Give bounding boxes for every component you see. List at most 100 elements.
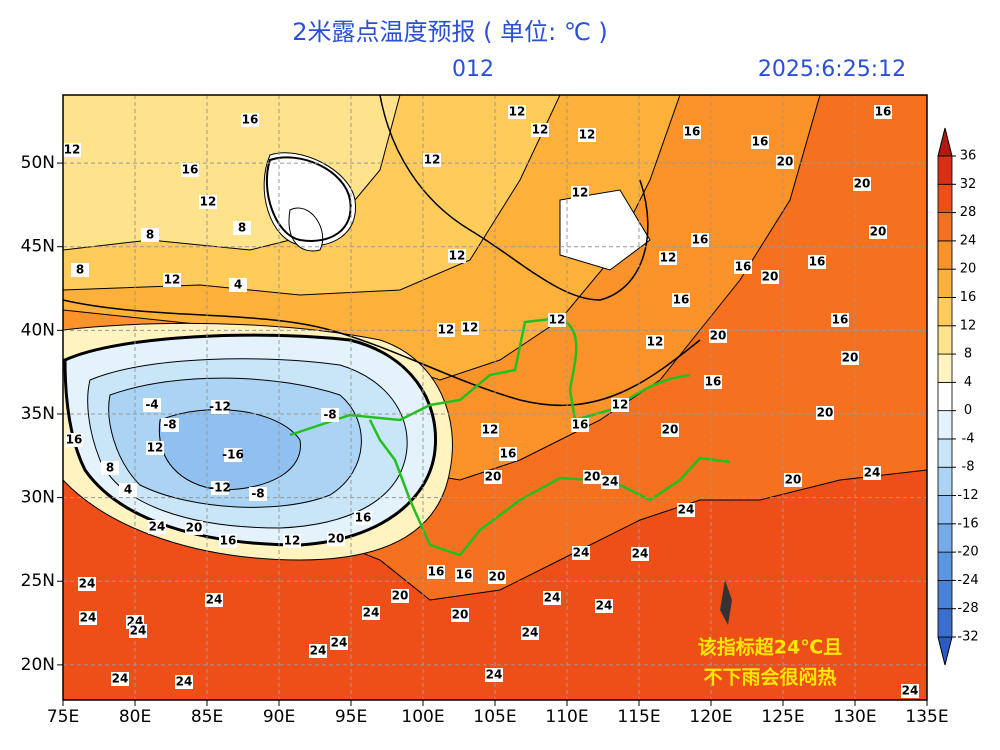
colorbar-swatch: [937, 155, 953, 185]
colorbar-swatch: [937, 438, 953, 468]
contour-label-bg: [354, 511, 372, 525]
contour-label-bg: [578, 128, 596, 142]
contour-label: 12: [200, 195, 217, 209]
colorbar-swatch: [937, 240, 953, 270]
contour-label-bg: [508, 105, 526, 119]
contour-label: 16: [752, 135, 769, 149]
colorbar-label: -32: [957, 630, 978, 645]
contour-label: 8: [76, 263, 84, 277]
contour-label: 12: [438, 323, 455, 337]
contour-label: -4: [145, 398, 158, 412]
contour-label-bg: [751, 135, 769, 149]
contour-label-bg: [531, 123, 549, 137]
contour-label: 12: [482, 423, 499, 437]
colorbar-label: 36: [960, 149, 977, 164]
contour-line: [265, 156, 352, 242]
contour-label: 24: [544, 591, 561, 605]
x-tick-label: 120E: [689, 707, 732, 727]
contour-label: 12: [579, 128, 596, 142]
contour-label: 12: [449, 249, 466, 263]
contour-label-bg: [572, 546, 590, 560]
contour-label: 24: [130, 624, 147, 638]
contour-label-bg: [816, 406, 834, 420]
y-tick-label: 30N: [21, 488, 55, 508]
contour-label-bg: [437, 323, 455, 337]
x-tick-label: 75E: [47, 707, 79, 727]
colorbar-extend-high: [937, 127, 953, 157]
contour-label: 12: [284, 534, 301, 548]
colorbar-swatch: [937, 325, 953, 355]
colorbar-swatch: [937, 268, 953, 298]
contour-label: 16: [572, 418, 589, 432]
colorbar-label: 20: [960, 262, 977, 277]
contour-label-bg: [704, 375, 722, 389]
contour-line: [63, 333, 438, 547]
contour-label: 20: [710, 329, 727, 343]
contour-label-bg: [461, 321, 479, 335]
valid-time: 2025:6:25:12: [758, 57, 906, 82]
contour-label-bg: [163, 273, 181, 287]
x-tick-label: 125E: [761, 707, 804, 727]
map-overlay: [63, 95, 927, 700]
contour-label-bg: [330, 636, 348, 650]
colorbar: -32 -28 -24 -20 -16 -12 -8 -4 0 4 8 12 16 20 24 28 32 36: [937, 127, 979, 666]
contour-label-bg: [161, 418, 179, 432]
contour-label: -8: [323, 408, 336, 422]
contour-label: 24: [176, 675, 193, 689]
contour-label-bg: [863, 466, 881, 480]
contour-label-bg: [734, 260, 752, 274]
contour-label-bg: [831, 313, 849, 327]
contour-label-bg: [691, 233, 709, 247]
contour-label: 12: [572, 186, 589, 200]
contour-label: 12: [424, 153, 441, 167]
colorbar-swatch: [937, 353, 953, 383]
y-tick-label: 20N: [21, 655, 55, 675]
contour-label-bg: [485, 668, 503, 682]
contour-label-bg: [63, 143, 81, 157]
contour-label: 20: [842, 351, 859, 365]
contour-label-bg: [111, 672, 129, 686]
contour-label-bg: [199, 195, 217, 209]
contour-label-bg: [362, 606, 380, 620]
contour-label-bg: [583, 470, 601, 484]
axes: 75E 80E 85E 90E 95E 100E 105E 110E 115E 120E 125E 1…: [21, 153, 949, 727]
contour-label-bg: [455, 568, 473, 582]
contour-label-bg: [901, 684, 919, 698]
contour-label-bg: [611, 398, 629, 412]
contour-label: 12: [532, 123, 549, 137]
x-tick-label: 110E: [545, 707, 588, 727]
contour-label: 12: [164, 273, 181, 287]
colorbar-label: 4: [964, 375, 972, 390]
contour-label-bg: [141, 228, 159, 242]
y-tick-label: 25N: [21, 571, 55, 591]
x-tick-label: 135E: [905, 707, 948, 727]
colorbar-label: -8: [962, 460, 975, 475]
contour-label: 24: [573, 546, 590, 560]
contour-label: 24: [112, 672, 129, 686]
contour-label: 16: [692, 233, 709, 247]
contour-label: 24: [864, 466, 881, 480]
contour-label: 16: [673, 293, 690, 307]
contour-label-bg: [776, 155, 794, 169]
colorbar-label: -12: [957, 488, 978, 503]
contour-label-bg: [709, 329, 727, 343]
contour-line: [379, 95, 649, 301]
contour-label: -8: [163, 418, 176, 432]
contour-label: 24: [363, 606, 380, 620]
contour-label-bg: [571, 418, 589, 432]
contour-label: 12: [612, 398, 629, 412]
contour-label-bg: [229, 278, 247, 292]
contour-label-bg: [249, 487, 267, 501]
contour-label: 16: [832, 313, 849, 327]
contour-label-bg: [309, 644, 327, 658]
colorbar-label: -28: [957, 601, 978, 616]
contour-label: -12: [209, 400, 231, 414]
contour-label-bg: [148, 520, 166, 534]
contour-label: 20: [870, 225, 887, 239]
annotation: 该指标超24℃且: [698, 636, 842, 659]
contour-label: 24: [902, 684, 919, 698]
contour-label: 8: [106, 461, 114, 475]
contour-label: 20: [762, 270, 779, 284]
contour-label: 20: [328, 532, 345, 546]
contour-label-bg: [869, 225, 887, 239]
